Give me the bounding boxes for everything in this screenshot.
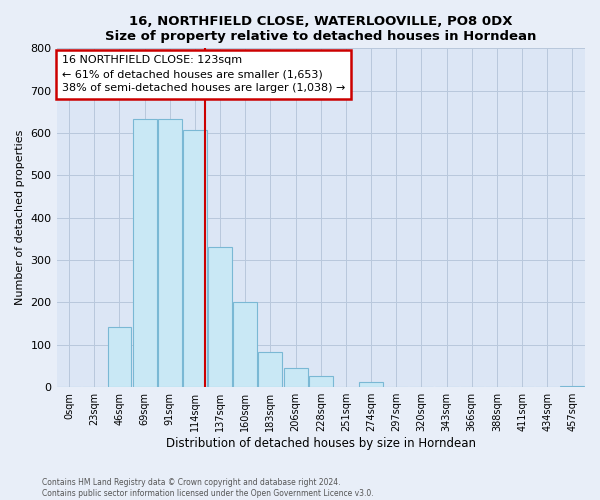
- X-axis label: Distribution of detached houses by size in Horndean: Distribution of detached houses by size …: [166, 437, 476, 450]
- Text: 16 NORTHFIELD CLOSE: 123sqm
← 61% of detached houses are smaller (1,653)
38% of : 16 NORTHFIELD CLOSE: 123sqm ← 61% of det…: [62, 55, 345, 93]
- Bar: [158, 120, 182, 387]
- Bar: [107, 326, 131, 387]
- Bar: [233, 302, 257, 387]
- Bar: [284, 368, 308, 387]
- Bar: [208, 246, 232, 387]
- Bar: [309, 376, 333, 387]
- Bar: [560, 386, 584, 387]
- Text: Contains HM Land Registry data © Crown copyright and database right 2024.
Contai: Contains HM Land Registry data © Crown c…: [42, 478, 374, 498]
- Bar: [259, 352, 283, 387]
- Bar: [183, 130, 207, 387]
- Title: 16, NORTHFIELD CLOSE, WATERLOOVILLE, PO8 0DX
Size of property relative to detach: 16, NORTHFIELD CLOSE, WATERLOOVILLE, PO8…: [105, 15, 536, 43]
- Bar: [359, 382, 383, 387]
- Bar: [133, 118, 157, 387]
- Y-axis label: Number of detached properties: Number of detached properties: [15, 130, 25, 306]
